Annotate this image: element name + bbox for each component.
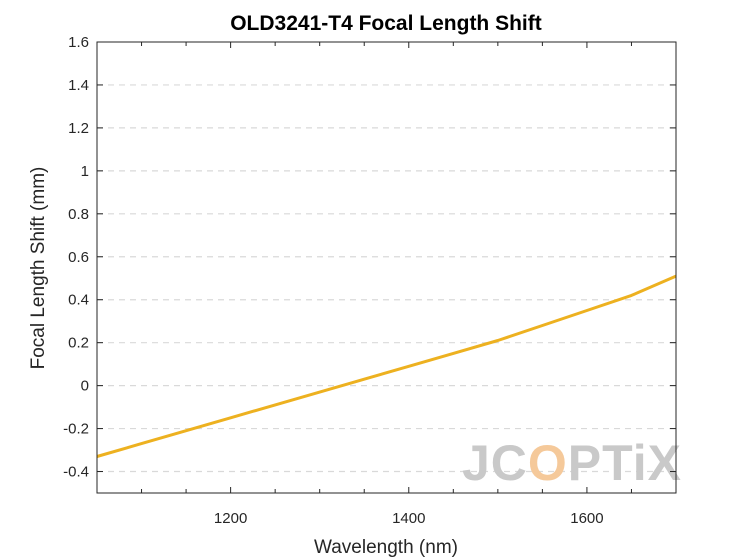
watermark-logo: JCOPTiX [462, 435, 682, 491]
y-tick-label: -0.4 [63, 464, 89, 481]
y-tick-label: 1 [81, 163, 89, 180]
grid-lines [97, 84, 676, 473]
y-tick-label: 1.4 [68, 77, 89, 94]
x-tick-label: 1200 [214, 510, 247, 527]
y-tick-label: 0.2 [68, 335, 89, 352]
series-line [96, 274, 677, 458]
plot-area-border [96, 41, 677, 494]
y-tick-label: 0.6 [68, 249, 89, 266]
series-layer [96, 274, 677, 458]
y-tick-label: 1.6 [68, 34, 89, 51]
y-axis-label: Focal Length Shift (mm) [28, 167, 49, 370]
y-tick-label: 0.4 [68, 292, 89, 309]
chart-title: OLD3241-T4 Focal Length Shift [230, 12, 542, 35]
x-tick-label: 1400 [392, 510, 425, 527]
y-tick-label: 1.2 [68, 120, 89, 137]
y-tick-label: 0.8 [68, 206, 89, 223]
y-tick-label: 0 [81, 378, 89, 395]
y-tick-label: -0.2 [63, 421, 89, 438]
x-axis-label: Wavelength (nm) [314, 537, 458, 558]
axis-ticks: -0.4 -0.2 0 0.2 0.4 0.6 0.8 1 1.2 1.4 1.6 1200 1400 1… [63, 34, 676, 527]
x-tick-label: 1600 [570, 510, 603, 527]
